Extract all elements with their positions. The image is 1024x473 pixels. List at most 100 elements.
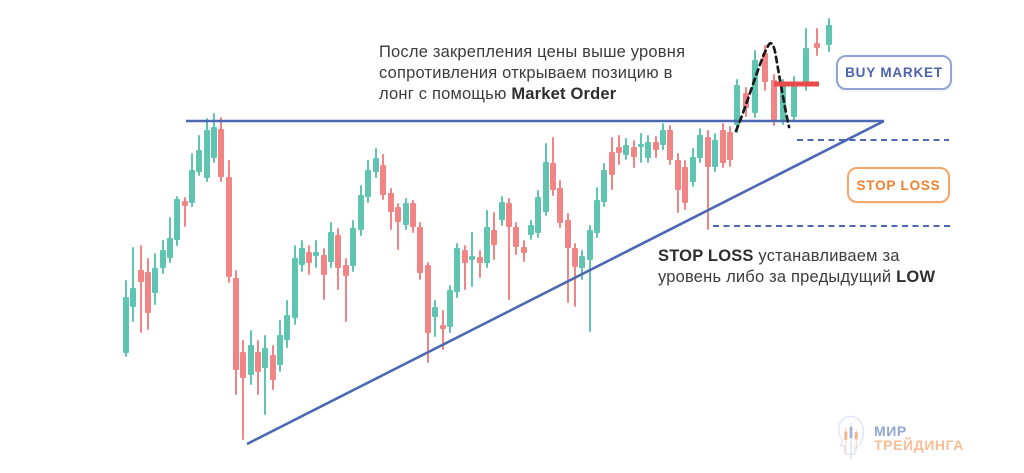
candle-body-bull	[262, 348, 268, 368]
candle-wick-bear	[464, 245, 466, 290]
stop-annotation-line1: устанавливаем за	[753, 247, 900, 265]
entry-annotation-line3: лонг с помощью	[379, 85, 512, 103]
candle-wick-bear	[567, 213, 569, 303]
candle-body-bear	[145, 272, 151, 313]
candle-body-bull	[447, 290, 453, 327]
candle-body-bull	[712, 140, 718, 167]
candle-body-bear	[771, 80, 777, 120]
candle-wick-bear	[707, 130, 709, 230]
candle-body-bull	[638, 144, 644, 147]
candle-body-bear	[609, 152, 615, 175]
candle-wick-bear	[508, 198, 510, 300]
candle-body-bear	[321, 255, 327, 275]
candle-body-bull	[299, 248, 305, 265]
candle-body-bull	[543, 162, 549, 212]
candle-body-bull	[365, 170, 371, 197]
stop-loss-button[interactable]: STOP LOSS	[847, 167, 950, 203]
entry-annotation-line2: сопротивления открываем позицию в	[379, 64, 673, 82]
candle-body-bear	[513, 227, 519, 247]
candle-body-bear	[762, 53, 768, 82]
candle-body-bull	[690, 157, 696, 182]
candle-body-bull	[167, 238, 173, 258]
candle-body-bear	[226, 177, 232, 277]
candle-body-bear	[410, 203, 416, 227]
candle-body-bull	[432, 307, 438, 317]
candle-body-bull	[484, 227, 490, 263]
stop-annotation-low: LOW	[896, 268, 936, 286]
candle-body-bear	[727, 132, 733, 160]
candle-wick-bear	[397, 203, 399, 250]
entry-annotation-line1: После закрепления цены выше уровня	[379, 43, 686, 61]
candle-body-bear	[675, 160, 681, 190]
buy-market-button[interactable]: BUY MARKET	[836, 55, 952, 90]
candle-body-bear	[425, 265, 431, 333]
stop-loss-label: STOP LOSS	[856, 177, 941, 193]
candle-body-bull	[130, 288, 136, 307]
candle-body-bull	[403, 203, 409, 225]
candle-body-bull	[292, 258, 298, 318]
candle-wick-bear	[242, 340, 244, 440]
candle-body-bull	[248, 345, 254, 375]
candle-body-bear	[557, 188, 563, 223]
candle-body-bull	[579, 256, 585, 268]
candle-body-bull	[601, 170, 607, 202]
candle-body-bull	[752, 60, 758, 113]
candle-body-bear	[395, 207, 401, 222]
candle-body-bull	[160, 250, 166, 268]
candle-body-bull	[623, 145, 629, 155]
candle-wick-bear	[140, 245, 142, 333]
candle-body-bear	[380, 165, 386, 195]
candle-body-bull	[152, 268, 158, 293]
candle-body-bear	[182, 201, 188, 206]
candle-body-bear	[388, 193, 394, 212]
candle-body-bull	[211, 127, 217, 158]
candle-body-bear	[705, 137, 711, 167]
candle-body-bull	[499, 202, 505, 220]
logo-word-trading: ТРЕЙДИНГА	[874, 437, 965, 453]
stop-annotation-line2: уровень либо за предыдущий	[658, 268, 897, 286]
candle-wick-bear	[574, 243, 576, 307]
candle-body-bull	[123, 297, 129, 353]
buy-market-label: BUY MARKET	[845, 65, 943, 80]
candle-body-bear	[491, 230, 497, 245]
candle-body-bear	[550, 163, 556, 190]
candle-body-bear	[138, 270, 144, 282]
candle-body-bear	[631, 147, 637, 157]
candle-body-bear	[417, 227, 423, 273]
candle-body-bull	[277, 335, 283, 365]
candle-body-bull	[734, 85, 740, 125]
head-candles-icon	[837, 415, 865, 459]
candle-body-bear	[720, 130, 726, 163]
candle-body-bear	[218, 129, 224, 177]
candle-body-bull	[587, 230, 593, 260]
candle-wick-bull	[264, 335, 266, 415]
stop-loss-annotation: STOP LOSS устанавливаем за уровень либо …	[658, 246, 935, 288]
candle-body-bull	[189, 170, 195, 203]
candle-body-bull	[328, 232, 334, 262]
candle-body-bear	[233, 278, 239, 370]
candle-body-bear	[616, 147, 622, 153]
candle-wick-bear	[345, 258, 347, 322]
brand-logo: МИР ТРЕЙДИНГА	[836, 414, 964, 462]
candle-body-bear	[565, 220, 571, 248]
candle-wick-bear	[816, 28, 818, 56]
candle-wick-bull	[589, 225, 591, 332]
candle-body-bull	[196, 150, 202, 172]
candle-body-bull	[469, 256, 475, 260]
candle-body-bull	[697, 135, 703, 158]
entry-annotation: После закрепления цены выше уровня сопро…	[379, 42, 685, 105]
candle-wick-bull	[640, 133, 642, 163]
candle-body-bear	[270, 355, 276, 380]
candle-body-bear	[477, 257, 483, 263]
candle-body-bull	[284, 315, 290, 340]
candle-wick-bull	[434, 300, 436, 337]
candle-body-bull	[660, 130, 666, 145]
candle-body-bull	[358, 195, 364, 230]
candle-body-bull	[174, 199, 180, 240]
candle-body-bear	[306, 252, 312, 263]
logo-word-mir: МИР	[874, 422, 907, 439]
entry-annotation-market-order: Market Order	[511, 85, 617, 103]
